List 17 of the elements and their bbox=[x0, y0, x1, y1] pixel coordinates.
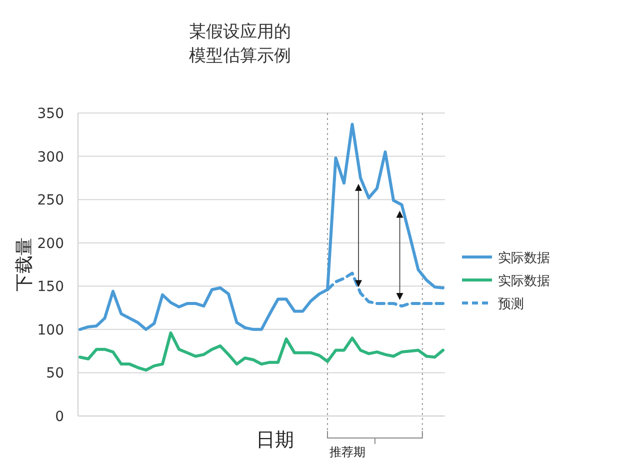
y-tick-label: 250 bbox=[37, 192, 64, 209]
y-axis-title: 下载量 bbox=[14, 238, 35, 292]
legend-label: 实际数据 bbox=[498, 251, 550, 266]
y-tick-label: 300 bbox=[37, 149, 64, 166]
y-tick-label: 0 bbox=[55, 409, 64, 425]
chart-title: 某假设应用的模型估算示例 bbox=[189, 22, 291, 66]
line-series bbox=[78, 122, 444, 331]
y-tick-label: 50 bbox=[46, 366, 64, 382]
legend-label: 预测 bbox=[498, 297, 524, 312]
x-axis-title: 日期 bbox=[256, 429, 294, 451]
y-tick-label: 150 bbox=[37, 279, 64, 296]
y-tick-label: 350 bbox=[37, 106, 64, 122]
y-tick-label: 200 bbox=[37, 236, 64, 252]
text: 推荐期 bbox=[330, 445, 366, 459]
line-series bbox=[78, 331, 444, 372]
legend-label: 实际数据 bbox=[498, 274, 550, 289]
y-tick-label: 100 bbox=[37, 322, 64, 338]
